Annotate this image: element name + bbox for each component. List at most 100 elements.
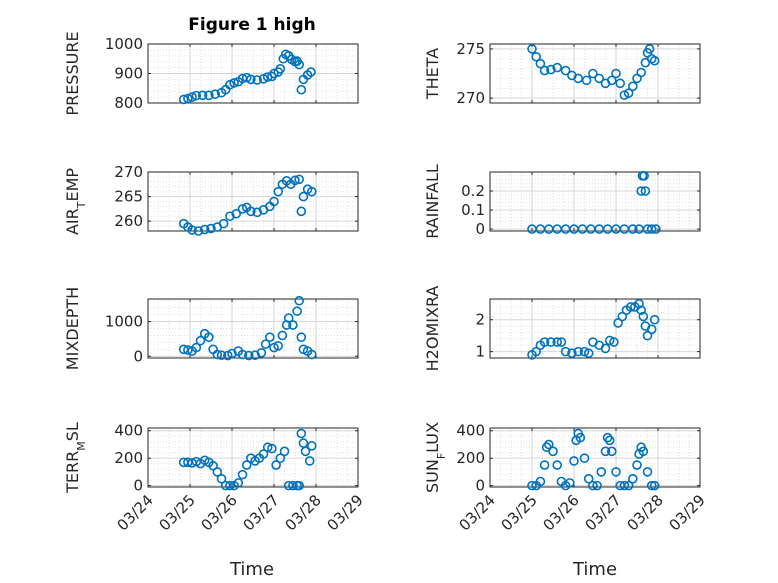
- data-point: [642, 467, 653, 477]
- data-point: [237, 349, 248, 360]
- y-axis-label: MIXDEPTH: [63, 287, 82, 370]
- data-point: [615, 78, 626, 89]
- data-point: [638, 311, 649, 322]
- x-tick-label: 03/24: [456, 491, 499, 534]
- data-point: [292, 306, 302, 316]
- x-tick-label: 03/25: [498, 491, 541, 534]
- y-axis-label: THETA: [423, 48, 442, 100]
- data-point: [573, 73, 584, 84]
- x-axis-label-right: Time: [572, 559, 617, 580]
- y-axis-label: H2OMIXRA: [423, 286, 442, 372]
- data-point: [639, 171, 649, 181]
- y-tick-label: 0.2: [461, 182, 485, 200]
- data-point: [252, 207, 263, 218]
- x-tick-label: 03/29: [666, 491, 709, 534]
- data-point: [183, 345, 193, 355]
- data-point: [183, 93, 193, 104]
- data-point: [560, 346, 571, 357]
- axes-box: [147, 171, 359, 232]
- data-point: [567, 348, 577, 359]
- data-point: [225, 211, 235, 222]
- y-axis-label: TERRMSL: [63, 422, 88, 494]
- data-point: [193, 226, 204, 236]
- data-point: [642, 330, 653, 341]
- x-tick-label: 03/25: [156, 491, 199, 534]
- y-axis-label: SUNFLUX: [423, 422, 448, 493]
- data-point: [583, 348, 594, 359]
- y-tick-label: 2: [475, 311, 485, 329]
- data-point: [271, 460, 281, 470]
- data-point: [539, 65, 550, 76]
- data-point: [229, 78, 239, 88]
- data-point: [294, 295, 305, 306]
- data-point: [204, 90, 214, 101]
- data-point: [581, 75, 592, 86]
- data-point: [241, 460, 252, 470]
- axes-box: [489, 43, 701, 104]
- data-point: [646, 480, 657, 491]
- data-point: [233, 478, 244, 488]
- y-tick-label: 200: [114, 449, 143, 467]
- data-point: [231, 208, 241, 219]
- data-point: [638, 446, 649, 457]
- data-point: [294, 59, 305, 70]
- y-tick-label: 0: [475, 477, 485, 495]
- data-point: [195, 335, 206, 346]
- data-point: [535, 58, 546, 69]
- x-tick-label: 03/29: [324, 491, 367, 534]
- data-point: [548, 446, 558, 457]
- data-point: [606, 446, 617, 457]
- data-point: [275, 63, 286, 74]
- data-point: [627, 224, 638, 234]
- data-point: [546, 337, 556, 347]
- data-point: [269, 68, 279, 79]
- data-point: [199, 224, 210, 235]
- data-point: [262, 442, 273, 453]
- y-tick-label: 260: [114, 212, 143, 230]
- data-point: [191, 342, 202, 353]
- x-tick-label: 03/26: [540, 491, 583, 534]
- data-point: [306, 441, 317, 451]
- data-point: [600, 446, 611, 457]
- axes-box: [147, 427, 359, 488]
- data-point: [212, 349, 223, 360]
- data-point: [275, 453, 286, 463]
- data-point: [296, 84, 307, 95]
- data-point: [283, 313, 294, 323]
- subplot-rainfall: 00.10.2 RAINFALL: [423, 164, 701, 239]
- data-point: [575, 432, 586, 443]
- x-tick-label: 03/28: [282, 491, 325, 534]
- data-point: [258, 449, 269, 459]
- data-point: [527, 480, 537, 491]
- data-point: [535, 476, 546, 487]
- data-point: [588, 68, 598, 79]
- subplot-theta: 270 275 THETA: [423, 40, 701, 107]
- subplot-mixdepth: 0 1000 MIXDEPTH: [63, 287, 359, 370]
- y-tick-label: 1000: [105, 313, 143, 331]
- data-point: [609, 337, 619, 347]
- y-tick-label: 1000: [105, 35, 143, 53]
- y-tick-label: 0.1: [461, 201, 485, 219]
- data-point: [604, 335, 615, 346]
- axes-box: [489, 171, 701, 232]
- y-tick-label: 200: [456, 449, 485, 467]
- y-axis-label: RAINFALL: [423, 164, 442, 239]
- axes-box: [489, 298, 701, 359]
- data-point: [644, 44, 655, 54]
- data-point: [531, 346, 542, 357]
- data-point: [613, 318, 623, 328]
- y-tick-label: 900: [114, 65, 143, 83]
- data-point: [252, 75, 263, 85]
- data-point: [304, 456, 315, 466]
- data-point: [556, 337, 567, 347]
- data-point: [256, 347, 267, 358]
- data-point: [649, 314, 660, 325]
- data-point: [600, 343, 611, 354]
- data-point: [640, 186, 651, 196]
- data-point: [552, 460, 563, 470]
- y-tick-label: 400: [456, 422, 485, 440]
- data-point: [606, 75, 617, 86]
- data-point: [552, 337, 563, 347]
- data-point: [288, 480, 298, 491]
